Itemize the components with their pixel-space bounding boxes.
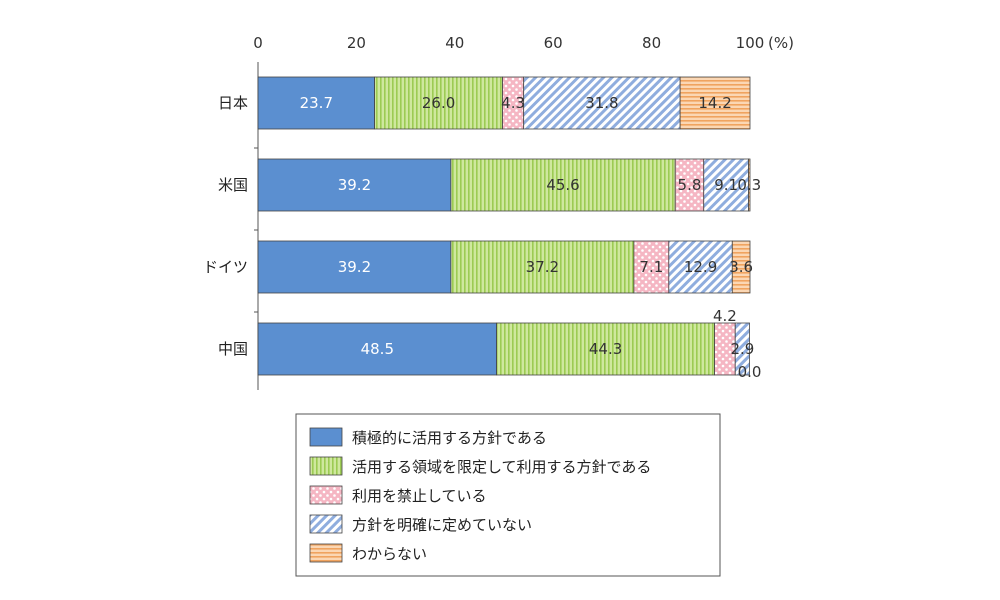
x-tick-label: 80 <box>642 34 661 52</box>
data-label: 26.0 <box>422 94 455 112</box>
data-label: 37.2 <box>526 258 559 276</box>
x-tick-label: 20 <box>347 34 366 52</box>
legend-label: 利用を禁止している <box>352 487 487 505</box>
legend: 積極的に活用する方針である活用する領域を限定して利用する方針である利用を禁止して… <box>295 413 721 577</box>
data-label: 23.7 <box>300 94 333 112</box>
bar-segment <box>496 322 715 376</box>
data-label: 31.8 <box>585 94 618 112</box>
data-label: 45.6 <box>546 176 579 194</box>
bar-segment <box>734 322 750 376</box>
data-label: 3.6 <box>729 258 753 276</box>
data-label: 4.2 <box>713 307 737 325</box>
data-label: 2.9 <box>730 340 754 358</box>
legend-swatch <box>309 427 343 447</box>
x-tick-label: 100 <box>736 34 765 52</box>
x-unit-label: (%) <box>768 34 794 52</box>
bar-segment <box>731 240 751 294</box>
bar-segment <box>679 76 751 130</box>
data-label: 4.3 <box>501 94 525 112</box>
bar-segment <box>257 322 498 376</box>
legend-label: 活用する領域を限定して利用する方針である <box>352 458 651 476</box>
data-label: 44.3 <box>589 340 622 358</box>
bar-segment <box>523 76 681 130</box>
data-label: 39.2 <box>338 258 371 276</box>
category-label: 米国 <box>218 176 248 194</box>
legend-box <box>295 413 721 577</box>
data-label: 12.9 <box>684 258 717 276</box>
legend-label: 方針を明確に定めていない <box>352 516 532 534</box>
bar-segment <box>450 158 676 212</box>
x-tick-label: 60 <box>544 34 563 52</box>
bar-segment <box>748 158 751 212</box>
data-label: 5.8 <box>678 176 702 194</box>
bar-segment <box>703 158 749 212</box>
data-labels-layer: 23.7 26.0 4.3 31.8 14.2 39.2 45.6 5.8 9.1 0.3 39.2… <box>300 94 762 381</box>
x-tick-label: 0 <box>253 34 263 52</box>
x-tick-label: 40 <box>445 34 464 52</box>
category-label: 中国 <box>218 340 248 358</box>
legend-swatch <box>309 543 343 563</box>
legend-swatch <box>309 485 343 505</box>
data-label: 48.5 <box>361 340 394 358</box>
category-label: 日本 <box>218 94 248 112</box>
data-label: 9.1 <box>714 176 738 194</box>
data-label: 0.3 <box>737 176 761 194</box>
data-label: 14.2 <box>698 94 731 112</box>
bar-segment <box>674 158 705 212</box>
legend-label: わからない <box>352 545 427 563</box>
data-label: 7.1 <box>639 258 663 276</box>
legend-swatch <box>309 514 343 534</box>
legend-swatch <box>309 456 343 476</box>
legend-label: 積極的に活用する方針である <box>352 429 547 447</box>
bars-layer <box>257 76 751 376</box>
data-label: 0.0 <box>738 363 762 381</box>
data-label: 39.2 <box>338 176 371 194</box>
bar-segment <box>257 240 452 294</box>
category-label: ドイツ <box>203 258 248 276</box>
